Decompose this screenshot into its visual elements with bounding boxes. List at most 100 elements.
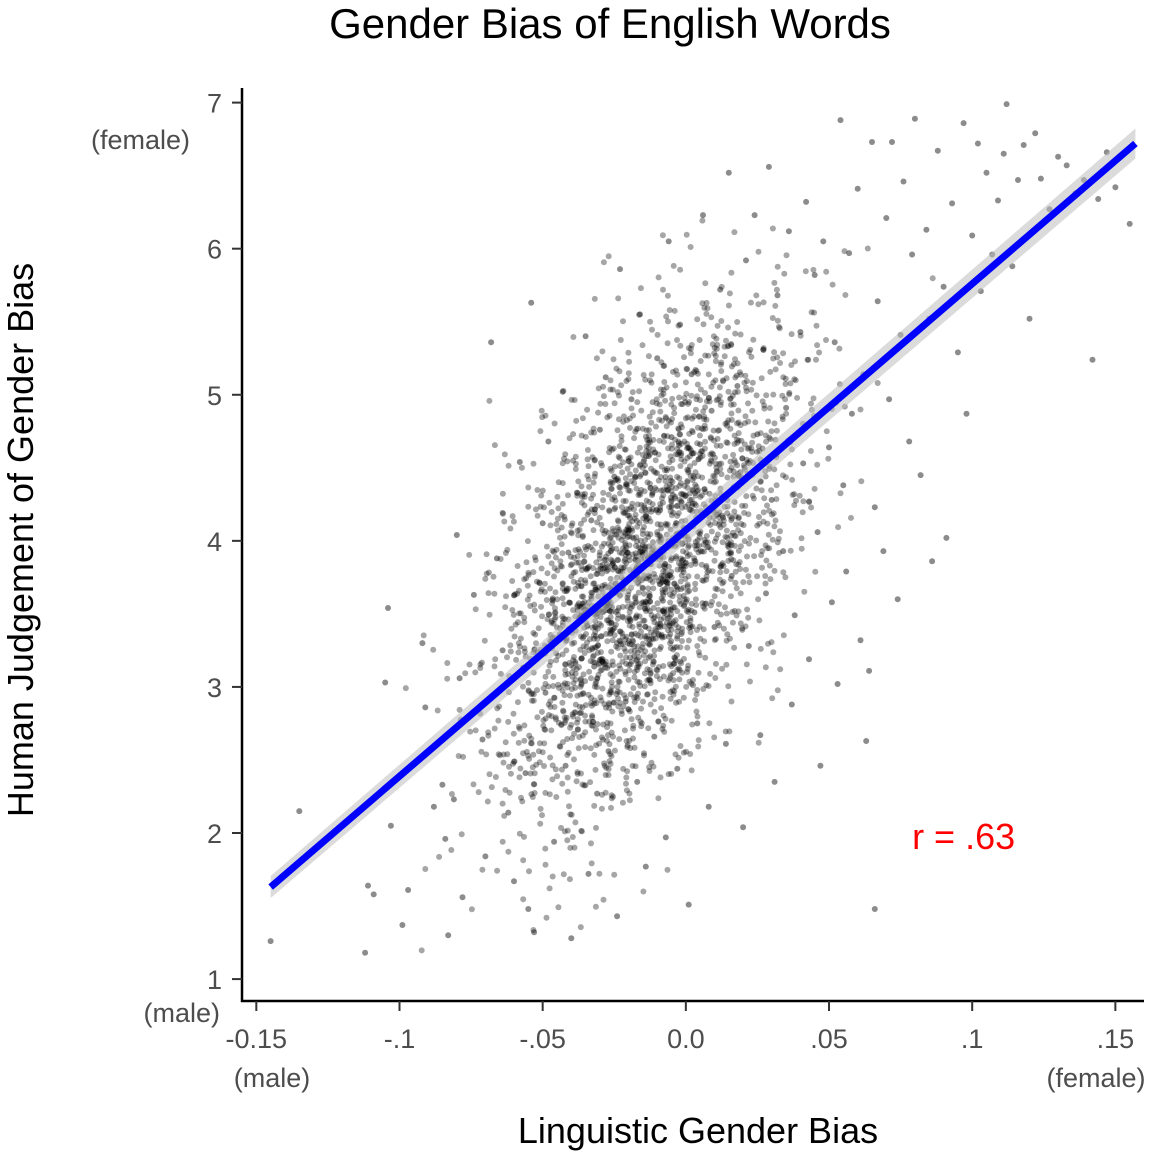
data-point xyxy=(648,465,655,472)
data-point xyxy=(561,828,568,835)
data-point xyxy=(710,451,717,458)
data-point xyxy=(768,639,775,646)
data-point xyxy=(750,336,757,343)
data-point xyxy=(662,589,669,595)
data-point xyxy=(722,533,729,540)
data-point xyxy=(665,563,672,570)
data-point xyxy=(627,471,633,478)
data-point xyxy=(607,626,614,633)
data-point xyxy=(773,482,780,489)
data-point xyxy=(636,604,643,611)
data-point xyxy=(625,370,632,377)
data-point xyxy=(609,480,616,486)
x-tick-label: -0.15 xyxy=(226,1024,288,1054)
data-point xyxy=(627,745,634,752)
data-point xyxy=(740,522,747,529)
data-point xyxy=(667,695,674,702)
data-point xyxy=(759,398,766,405)
data-point xyxy=(846,250,853,257)
data-point xyxy=(600,736,606,743)
data-point xyxy=(558,563,565,570)
data-point xyxy=(718,460,725,467)
data-point xyxy=(710,379,717,386)
data-point xyxy=(763,438,770,445)
data-point xyxy=(570,664,577,671)
data-point xyxy=(501,812,508,819)
data-point xyxy=(711,538,718,545)
data-point xyxy=(658,417,665,424)
data-point xyxy=(596,657,603,663)
data-point xyxy=(727,593,734,600)
data-point xyxy=(734,462,741,469)
data-point xyxy=(606,508,613,515)
data-point xyxy=(672,655,679,661)
data-point xyxy=(658,705,665,712)
data-point xyxy=(657,774,664,781)
data-point xyxy=(551,565,558,572)
data-point xyxy=(840,482,847,489)
data-point xyxy=(565,492,571,499)
data-point xyxy=(661,379,668,385)
data-point xyxy=(606,507,613,514)
data-point xyxy=(617,652,624,659)
data-point xyxy=(607,671,614,678)
data-point xyxy=(578,709,585,716)
data-point xyxy=(694,316,701,323)
data-point xyxy=(567,811,574,818)
data-point xyxy=(578,655,585,662)
data-point xyxy=(734,420,740,427)
data-point xyxy=(655,509,662,516)
data-point xyxy=(592,506,598,513)
data-point xyxy=(550,673,557,680)
data-point xyxy=(682,563,689,570)
data-point xyxy=(614,389,621,396)
data-point xyxy=(579,567,585,573)
data-point xyxy=(653,506,660,513)
data-point xyxy=(647,671,654,677)
data-point xyxy=(545,611,552,618)
data-point xyxy=(810,395,817,402)
data-point xyxy=(597,565,604,572)
data-point xyxy=(532,557,539,564)
data-point xyxy=(694,381,701,388)
data-point xyxy=(711,344,718,351)
data-point xyxy=(632,428,639,435)
data-point xyxy=(954,349,961,356)
data-point xyxy=(700,603,707,610)
data-point xyxy=(568,686,575,693)
data-point xyxy=(776,550,783,556)
data-point xyxy=(577,691,584,698)
data-point xyxy=(599,348,606,355)
data-point xyxy=(737,543,744,550)
data-point xyxy=(755,443,762,450)
data-point xyxy=(609,658,616,665)
data-point xyxy=(579,635,586,641)
data-point xyxy=(622,695,629,702)
data-point xyxy=(625,527,632,534)
data-point xyxy=(695,456,702,462)
data-point xyxy=(674,445,681,452)
data-point xyxy=(501,518,508,525)
data-point xyxy=(667,620,674,627)
data-point xyxy=(775,535,782,542)
data-point xyxy=(599,582,606,589)
data-point xyxy=(694,440,701,447)
data-point xyxy=(635,589,642,596)
data-point xyxy=(538,407,545,414)
data-point xyxy=(770,649,777,656)
data-point xyxy=(685,469,692,476)
data-point xyxy=(608,753,615,759)
data-point xyxy=(711,557,718,564)
data-point xyxy=(485,569,492,576)
data-point xyxy=(532,631,539,638)
data-point xyxy=(581,782,588,789)
data-point xyxy=(668,504,675,511)
data-point xyxy=(657,644,664,650)
data-point xyxy=(591,802,598,809)
data-point xyxy=(837,117,844,124)
data-point xyxy=(594,519,601,526)
data-point xyxy=(587,544,594,551)
data-point xyxy=(673,555,679,562)
data-point xyxy=(727,513,734,520)
data-point xyxy=(591,473,598,480)
